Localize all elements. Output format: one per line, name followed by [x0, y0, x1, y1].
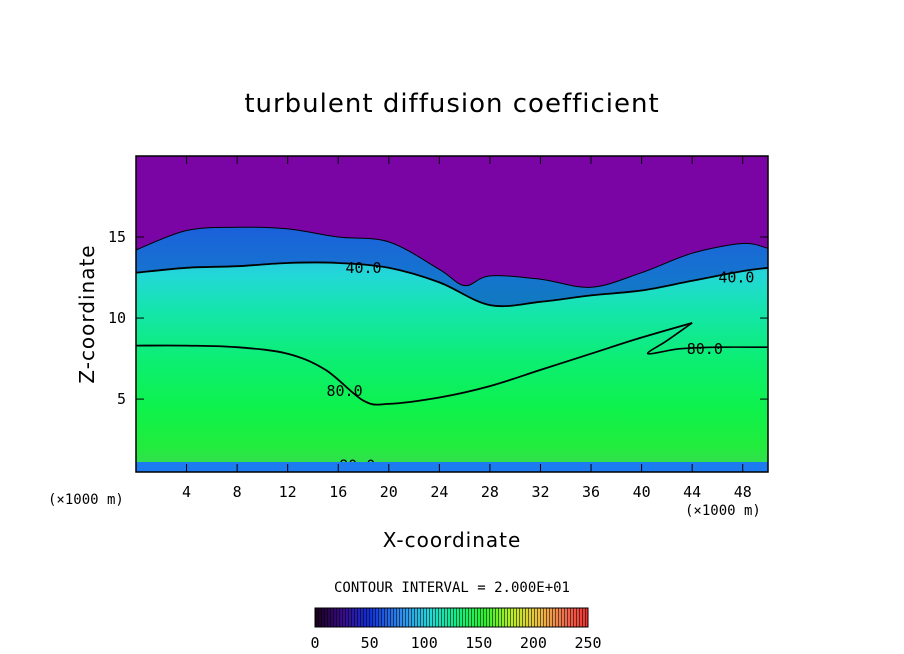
colorbar-tick-label: 250	[574, 634, 601, 652]
colorbar-tick-label: 200	[520, 634, 547, 652]
x-tick-label: 20	[380, 483, 398, 501]
x-tick-label: 36	[582, 483, 600, 501]
contour-line-upper-boundary	[136, 226, 768, 288]
x-tick-label: 16	[329, 483, 347, 501]
x-tick-label: 12	[279, 483, 297, 501]
y-tick-label: 15	[108, 228, 126, 246]
plot-frame	[135, 155, 769, 473]
y-axis-label: Z-coordinate	[75, 244, 99, 383]
x-tick-label: 40	[633, 483, 651, 501]
colorbar-tick-label: 100	[411, 634, 438, 652]
contour-label: 40.0	[718, 269, 754, 287]
upper-purple-region	[136, 156, 768, 288]
x-axis-label: X-coordinate	[383, 528, 522, 552]
colorbar-tick-label: 50	[361, 634, 379, 652]
contour-line-80-branch	[647, 322, 768, 355]
x-tick-label: 28	[481, 483, 499, 501]
y-tick-label: 10	[108, 309, 126, 327]
surface-band	[136, 462, 768, 472]
x-unit-label-left: (×1000 m)	[48, 492, 124, 508]
x-tick-label: 24	[430, 483, 448, 501]
x-tick-label: 4	[182, 483, 191, 501]
colorbar-tick-label: 150	[465, 634, 492, 652]
x-tick-label: 32	[531, 483, 549, 501]
x-tick-label: 44	[683, 483, 701, 501]
contour-label: 40.0	[345, 259, 381, 277]
chart-title: turbulent diffusion coefficient	[244, 89, 659, 119]
deep-blue-band	[136, 227, 768, 307]
x-tick-label: 8	[233, 483, 242, 501]
contour-interval-text: CONTOUR INTERVAL = 2.000E+01	[334, 580, 570, 596]
contour-line-40	[136, 261, 768, 308]
x-tick-label: 48	[734, 483, 752, 501]
colorbar-segment-lines	[315, 608, 588, 627]
y-tick-label: 5	[117, 390, 126, 408]
x-unit-label-right: (×1000 m)	[685, 503, 761, 519]
contour-label: 80.0	[326, 382, 362, 400]
contour-line-80	[136, 322, 693, 406]
contour-label: 80.0	[687, 340, 723, 358]
colorbar-tick-label: 0	[310, 634, 319, 652]
